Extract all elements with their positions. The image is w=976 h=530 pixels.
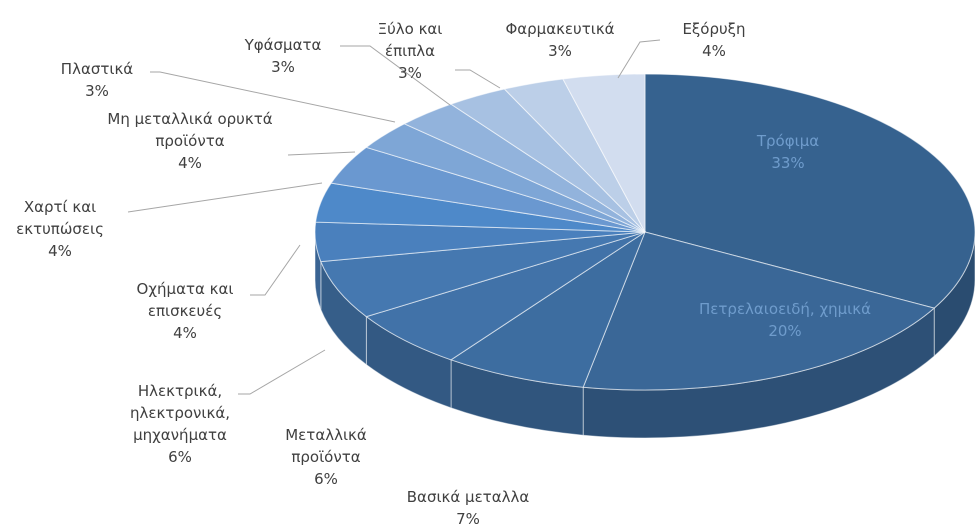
data-label: Βασικά μεταλλα 7% [368,486,568,530]
slice [365,231,646,361]
value-label: 7% [456,510,480,528]
value-label: 4% [173,324,197,342]
slice [562,73,646,233]
category-label: Μη μεταλλικά ορυκτά προϊόντα [107,110,273,150]
leader-line [250,244,301,296]
leader-line [238,349,326,395]
leader-line [127,182,323,213]
value-label: 33% [771,154,805,172]
data-label: Υφάσματα 3% [228,34,338,78]
data-label: Πετρελαιοειδή, χημικά 20% [655,298,915,342]
category-label: Βασικά μεταλλα [406,488,530,506]
data-label: Μεταλλικά προϊόντα 6% [271,424,381,490]
data-label: Πλαστικά 3% [37,58,157,102]
data-label: Τρόφιμα 33% [688,130,888,174]
category-label: Πετρελαιοειδή, χημικά [699,300,871,318]
value-label: 3% [271,58,295,76]
data-label: Χαρτί και εκτυπώσεις 4% [0,196,125,262]
category-label: Πλαστικά [60,60,134,78]
value-label: 20% [768,322,802,340]
value-label: 6% [168,448,192,466]
slice [449,230,647,388]
category-label: Υφάσματα [244,36,322,54]
leader-line [150,71,396,123]
value-label: 4% [702,42,726,60]
slice [644,73,976,309]
value-label: 3% [548,42,572,60]
data-label: Οχήματα και επισκευές 4% [115,278,255,344]
category-label: Φαρμακευτικά [505,20,615,38]
leader-line [455,69,501,89]
value-label: 3% [85,82,109,100]
category-label: Εξόρυξη [682,20,746,38]
category-label: Ξύλο και έπιπλα [377,20,443,60]
data-label: Φαρμακευτικά 3% [480,18,640,62]
leader-line [340,45,451,106]
leader-line [287,151,356,156]
leader-line [617,39,661,79]
category-label: Χαρτί και εκτυπώσεις [16,198,104,238]
value-label: 4% [48,242,72,260]
slice [582,231,936,391]
category-label: Ηλεκτρικά, ηλεκτρονικά, μηχανήματα [129,382,230,444]
data-label: Ηλεκτρικά, ηλεκτρονικά, μηχανήματα 6% [110,380,250,468]
slice [320,231,646,318]
category-label: Μεταλλικά προϊόντα [285,426,367,466]
pie-sides [314,231,976,439]
pie-tops [314,73,976,391]
category-label: Τρόφιμα [756,132,820,150]
data-label: Ξύλο και έπιπλα 3% [365,18,455,84]
value-label: 4% [178,154,202,172]
data-label: Εξόρυξη 4% [659,18,769,62]
value-label: 6% [314,470,338,488]
category-label: Οχήματα και επισκευές [136,280,234,320]
value-label: 3% [398,64,422,82]
data-label: Μη μεταλλικά ορυκτά προϊόντα 4% [105,108,275,174]
